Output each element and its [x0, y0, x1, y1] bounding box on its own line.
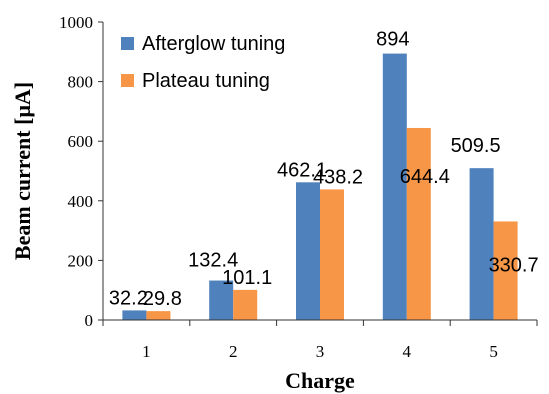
legend-label-afterglow: Afterglow tuning	[142, 33, 285, 55]
x-ticks: 1 2 3 4 5	[102, 320, 538, 361]
legend-swatch-afterglow	[121, 37, 134, 50]
bar-plateau-2	[233, 289, 258, 320]
bar-plateau-1	[146, 311, 171, 320]
data-label-plateau-5: 330.7	[489, 254, 539, 276]
y-tick-label: 600	[68, 132, 94, 151]
x-axis-label: Charge	[285, 368, 355, 393]
bar-afterglow-2	[209, 280, 234, 320]
data-label-plateau-3: 438.2	[313, 166, 363, 188]
legend: Afterglow tuning Plateau tuning	[121, 33, 285, 92]
y-tick-label: 200	[68, 251, 94, 270]
bar-afterglow-1	[122, 310, 147, 320]
bar-plateau-5	[493, 221, 518, 320]
x-tick-label: 5	[489, 342, 498, 361]
y-tick-label: 0	[85, 311, 94, 330]
data-label-afterglow-3: 462.1	[277, 159, 327, 181]
bars	[122, 53, 518, 320]
axes	[102, 22, 537, 321]
legend-label-plateau: Plateau tuning	[142, 70, 270, 92]
y-tick-label: 1000	[59, 13, 93, 32]
bar-afterglow-3	[296, 182, 320, 320]
bar-afterglow-5	[469, 168, 494, 320]
x-tick-label: 3	[316, 342, 325, 361]
data-label-afterglow-2: 132.4	[188, 250, 238, 272]
data-label-afterglow-5: 509.5	[451, 135, 501, 157]
bar-plateau-3	[320, 189, 344, 320]
legend-swatch-plateau	[121, 74, 134, 87]
bar-afterglow-4	[382, 53, 407, 320]
x-tick-label: 4	[403, 342, 412, 361]
y-tick-label: 400	[68, 192, 94, 211]
x-tick-label: 2	[229, 342, 238, 361]
data-label-plateau-4: 644.4	[400, 166, 450, 188]
y-tick-label: 800	[68, 73, 94, 92]
data-label-afterglow-4: 894	[376, 29, 409, 51]
data-label-afterglow-1: 32.2	[109, 287, 148, 309]
x-tick-label: 1	[142, 342, 151, 361]
data-label-plateau-2: 101.1	[222, 267, 272, 289]
y-axis-label: Beam current [μA]	[10, 82, 35, 260]
bar-plateau-4	[406, 127, 431, 320]
y-ticks: 0 200 400 600 800 1000	[59, 13, 103, 330]
data-label-plateau-1: 29.8	[143, 288, 182, 310]
